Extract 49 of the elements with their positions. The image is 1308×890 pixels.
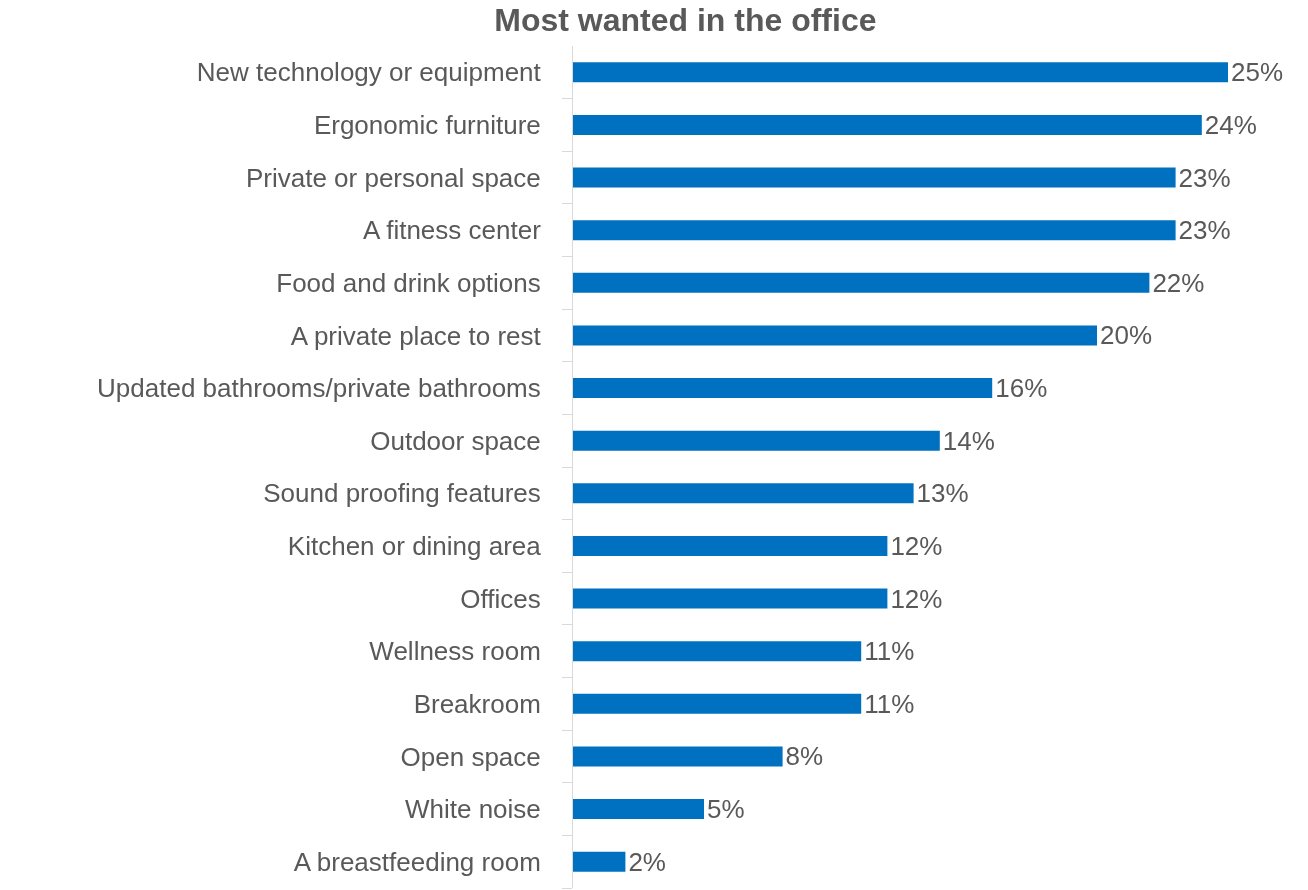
y-tick-label: A private place to rest [290,320,542,351]
bar [573,62,1228,83]
bar [573,746,783,767]
data-label: 12% [890,530,943,561]
y-tick-label: New technology or equipment [196,57,542,88]
y-tick-label: Updated bathrooms/private bathrooms [97,373,541,404]
data-label: 25% [1231,57,1284,88]
y-tick-label: Private or personal space [245,162,541,193]
bar [573,430,940,451]
bar [573,851,626,872]
chart-title: Most wanted in the office [494,2,877,39]
bar [573,220,1176,241]
data-label: 11% [864,688,915,719]
y-tick-label: Wellness room [369,636,541,667]
bar [573,325,1097,346]
data-label: 13% [916,478,969,509]
bar [573,378,993,399]
bar [573,272,1150,293]
data-label: 23% [1178,162,1231,193]
y-tick-label: Breakroom [413,688,541,719]
bar [573,167,1176,188]
y-tick-label: Ergonomic furniture [313,110,541,141]
bar [573,799,704,820]
y-tick-label: Outdoor space [370,425,541,456]
data-label: 20% [1100,320,1153,351]
y-tick-label: Food and drink options [276,267,541,298]
data-label: 8% [785,741,824,772]
y-tick-label: A fitness center [363,215,542,246]
data-label: 16% [995,373,1048,404]
y-tick-label: Sound proofing features [263,478,541,509]
data-label: 22% [1152,267,1205,298]
bar [573,693,862,714]
data-label: 2% [628,846,666,877]
bar [573,588,888,609]
data-label: 23% [1178,215,1231,246]
data-label: 11% [864,636,915,667]
y-tick-label: White noise [404,794,541,825]
bar [573,641,862,662]
y-tick-label: Offices [460,583,541,614]
bar [573,535,888,556]
bar [573,114,1202,135]
data-label: 12% [890,583,943,614]
y-tick-label: Kitchen or dining area [287,531,542,562]
bar [573,483,914,504]
y-tick-label: A breastfeeding room [293,846,541,877]
data-label: 24% [1204,109,1257,140]
data-label: 5% [707,794,745,825]
y-tick-label: Open space [400,741,541,772]
data-label: 14% [942,425,995,456]
